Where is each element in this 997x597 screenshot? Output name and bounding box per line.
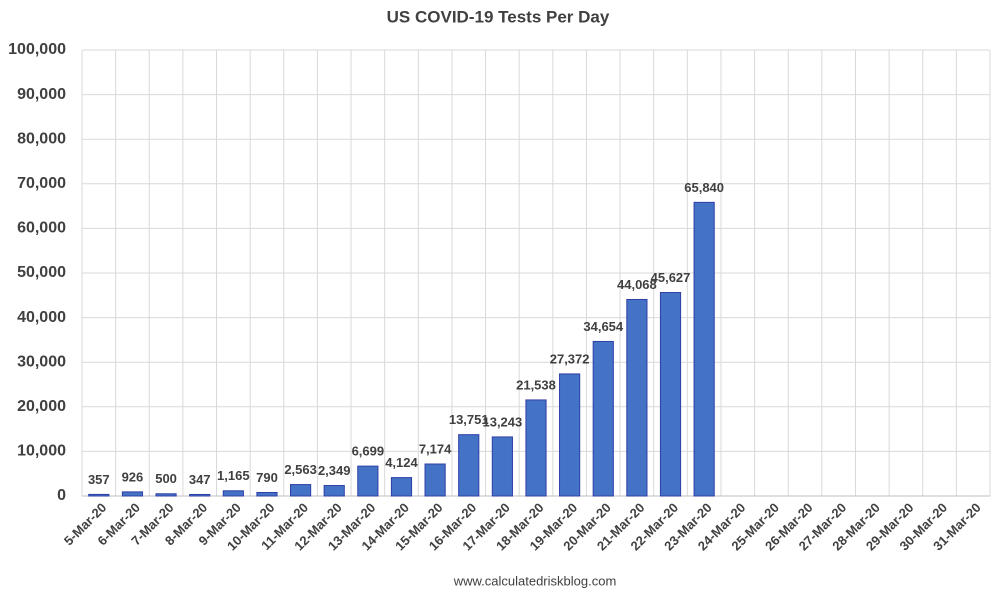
- bar: [323, 485, 345, 497]
- data-label: 27,372: [550, 351, 590, 366]
- data-label: 790: [256, 470, 278, 485]
- data-label: 926: [122, 469, 144, 484]
- y-tick-label: 70,000: [17, 175, 66, 192]
- bar: [390, 477, 413, 497]
- data-label: 2,563: [284, 462, 317, 477]
- bar: [424, 463, 446, 497]
- y-tick-label: 0: [57, 487, 66, 504]
- bar: [88, 493, 110, 497]
- data-label: 357: [88, 472, 110, 487]
- bar: [357, 465, 379, 497]
- bar: [458, 434, 480, 497]
- bar: [525, 399, 547, 497]
- data-label: 4,124: [385, 455, 418, 470]
- bar: [121, 491, 144, 497]
- bar: [290, 484, 312, 497]
- data-label: 44,068: [617, 277, 657, 292]
- bar: [155, 493, 177, 497]
- source: www.calculatedriskblog.com: [453, 573, 617, 588]
- data-label: 347: [189, 472, 211, 487]
- data-label: 6,699: [352, 444, 385, 459]
- bar: [189, 493, 211, 497]
- data-label: 34,654: [583, 319, 624, 334]
- data-label: 13,243: [482, 414, 522, 429]
- data-label: 7,174: [419, 441, 452, 456]
- data-label: 1,165: [217, 468, 250, 483]
- y-tick-label: 30,000: [17, 353, 66, 370]
- y-tick-label: 10,000: [17, 443, 66, 460]
- y-tick-label: 50,000: [17, 264, 66, 281]
- data-label: 2,349: [318, 463, 351, 478]
- y-tick-label: 20,000: [17, 398, 66, 415]
- y-tick-label: 80,000: [17, 130, 66, 147]
- y-tick-label: 60,000: [17, 220, 66, 237]
- bar: [491, 436, 513, 497]
- y-tick-label: 100,000: [8, 41, 66, 58]
- y-tick-label: 40,000: [17, 309, 66, 326]
- bar: [659, 292, 682, 497]
- chart-title: US COVID-19 Tests Per Day: [387, 7, 610, 26]
- bar: [222, 490, 244, 497]
- bar: [592, 340, 614, 497]
- bar: [626, 298, 648, 497]
- bar: [693, 201, 715, 497]
- bar: [256, 491, 278, 497]
- data-label: 65,840: [684, 180, 724, 195]
- data-label: 13,751: [449, 412, 489, 427]
- data-label: 21,538: [516, 377, 556, 392]
- bar: [559, 373, 581, 497]
- data-label: 45,627: [651, 270, 691, 285]
- y-tick-label: 90,000: [17, 86, 66, 103]
- data-label: 500: [155, 471, 177, 486]
